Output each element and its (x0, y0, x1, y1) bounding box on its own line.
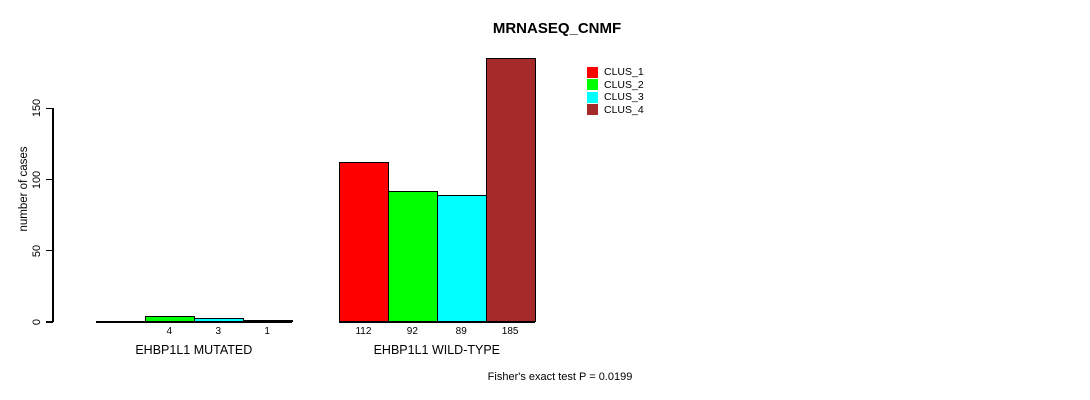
legend-label: CLUS_3 (604, 91, 644, 104)
y-tick-mark (45, 178, 53, 181)
bar-clus_1 (339, 162, 389, 322)
bar-value-label: 3 (215, 326, 222, 337)
chart-title: MRNASEQ_CNMF (492, 20, 622, 37)
legend-label: CLUS_2 (604, 78, 644, 91)
bar-value-label: 112 (355, 326, 372, 337)
y-tick-label: 0 (31, 318, 43, 326)
group-label: EHBP1L1 MUTATED (135, 343, 253, 357)
y-axis-label: number of cases (18, 146, 30, 232)
legend-item: CLUS_4 (587, 104, 644, 117)
legend-label: CLUS_4 (604, 103, 644, 116)
bar-clus_4 (485, 58, 536, 322)
bar-clus_2 (387, 190, 438, 322)
y-tick-mark (45, 107, 53, 109)
legend-item: CLUS_1 (587, 66, 644, 79)
legend-swatch-clus_2 (587, 79, 598, 91)
bar-value-label: 1 (264, 326, 270, 337)
legend: CLUS_1 CLUS_2 CLUS_3 CLUS_4 (587, 66, 644, 116)
y-axis-line (52, 108, 54, 322)
y-tick-label: 100 (31, 170, 43, 189)
y-tick-label: 50 (31, 244, 43, 257)
bar-value-label: 92 (406, 326, 418, 337)
group-label: EHBP1L1 WILD-TYPE (373, 343, 501, 357)
legend-label: CLUS_1 (604, 66, 644, 79)
legend-item: CLUS_3 (587, 91, 644, 104)
bar-clus_4 (242, 320, 293, 322)
bar-value-label: 4 (166, 326, 173, 337)
bar-value-label: 185 (501, 326, 519, 337)
bar-clus_3 (436, 195, 487, 322)
legend-swatch-clus_3 (587, 91, 598, 103)
bar-value-label: 89 (455, 326, 467, 337)
y-tick-label: 150 (31, 99, 43, 118)
fishers-test-annotation: Fisher's exact test P = 0.0199 (487, 371, 633, 383)
legend-item: CLUS_2 (587, 79, 644, 92)
bar-clus_2 (144, 316, 195, 322)
legend-swatch-clus_1 (587, 66, 598, 78)
y-tick-mark (45, 321, 53, 323)
bar-clus_3 (193, 317, 244, 322)
y-tick-mark (45, 250, 53, 252)
legend-swatch-clus_4 (587, 104, 598, 116)
